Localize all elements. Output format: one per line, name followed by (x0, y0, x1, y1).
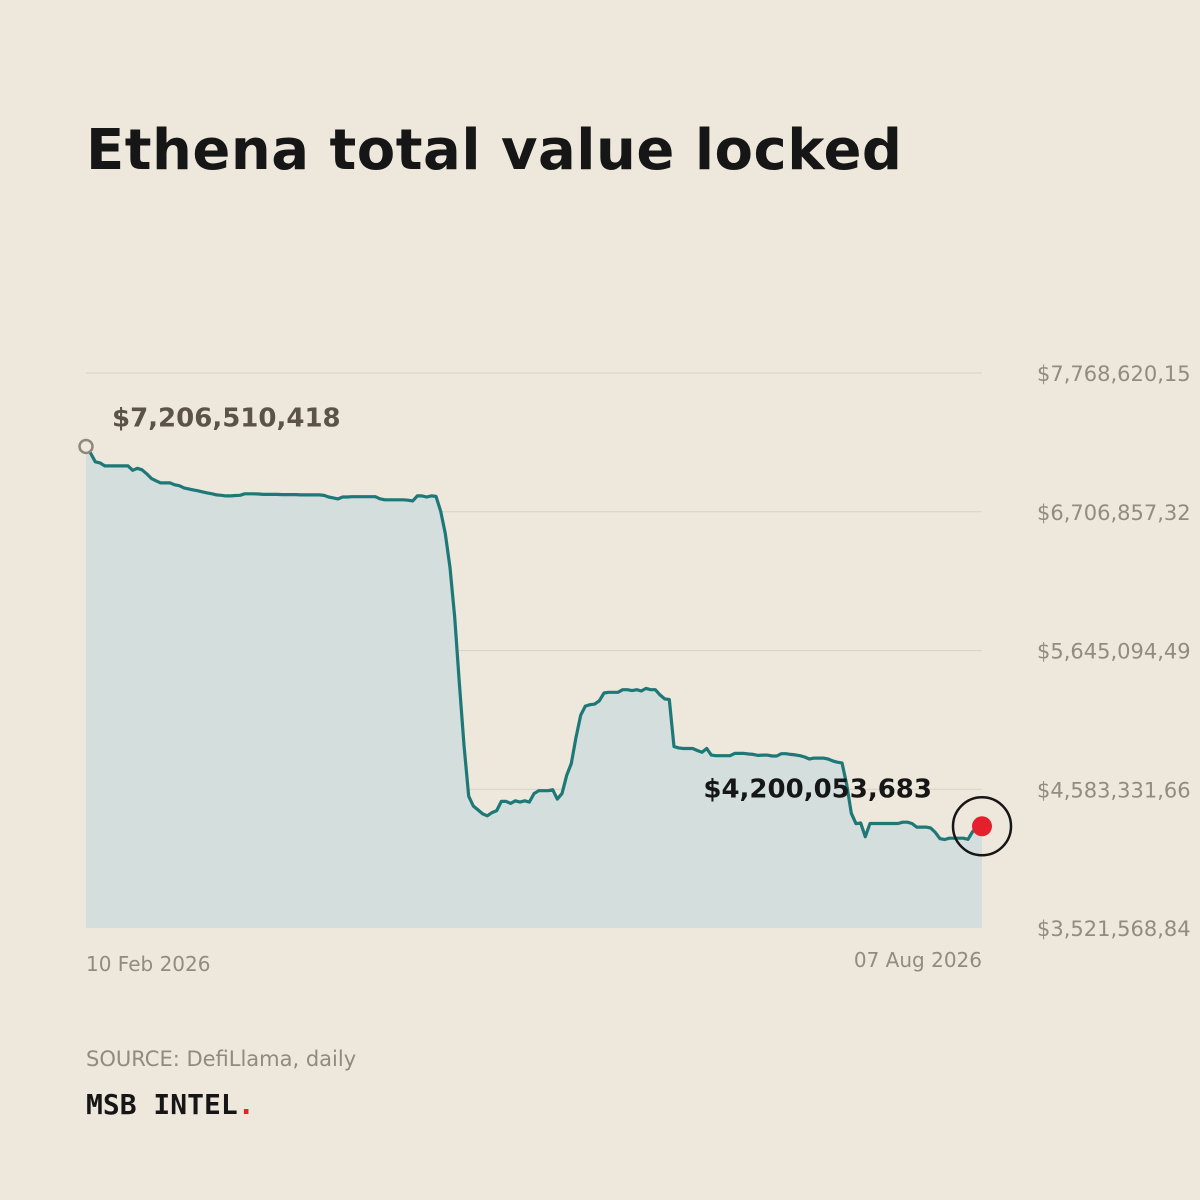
source-note: SOURCE: DefiLlama, daily (86, 1047, 357, 1071)
x-tick-label: 10 Feb 2026 (86, 952, 210, 976)
brand-name: MSB INTEL (86, 1088, 238, 1121)
y-tick-label: $4,583,331,66 (1037, 778, 1191, 802)
end-point-ring (951, 796, 1013, 857)
start-point-marker (78, 438, 94, 455)
start-value-label: $7,206,510,418 (112, 403, 341, 433)
x-axis-labels: 10 Feb 2026 07 Aug 2026 (86, 948, 982, 976)
y-tick-label: $6,706,857,32 (1037, 501, 1191, 525)
brand-dot: . (237, 1088, 255, 1121)
y-tick-label: $5,645,094,49 (1037, 640, 1191, 664)
tvl-area (86, 446, 982, 928)
tvl-line (84, 444, 984, 842)
y-tick-label: $7,768,620,15 (1037, 362, 1191, 386)
y-axis-labels: $7,768,620,15 $6,706,857,32 $5,645,094,49 $… (1037, 362, 1191, 941)
end-point-marker (972, 816, 992, 837)
y-tick-label: $3,521,568,84 (1037, 917, 1191, 941)
x-tick-label: 07 Aug 2026 (854, 948, 982, 972)
chart-title: Ethena total value locked (86, 118, 903, 183)
end-value-label: $4,200,053,683 (703, 774, 932, 804)
brand-logo: MSB INTEL. (86, 1088, 255, 1121)
